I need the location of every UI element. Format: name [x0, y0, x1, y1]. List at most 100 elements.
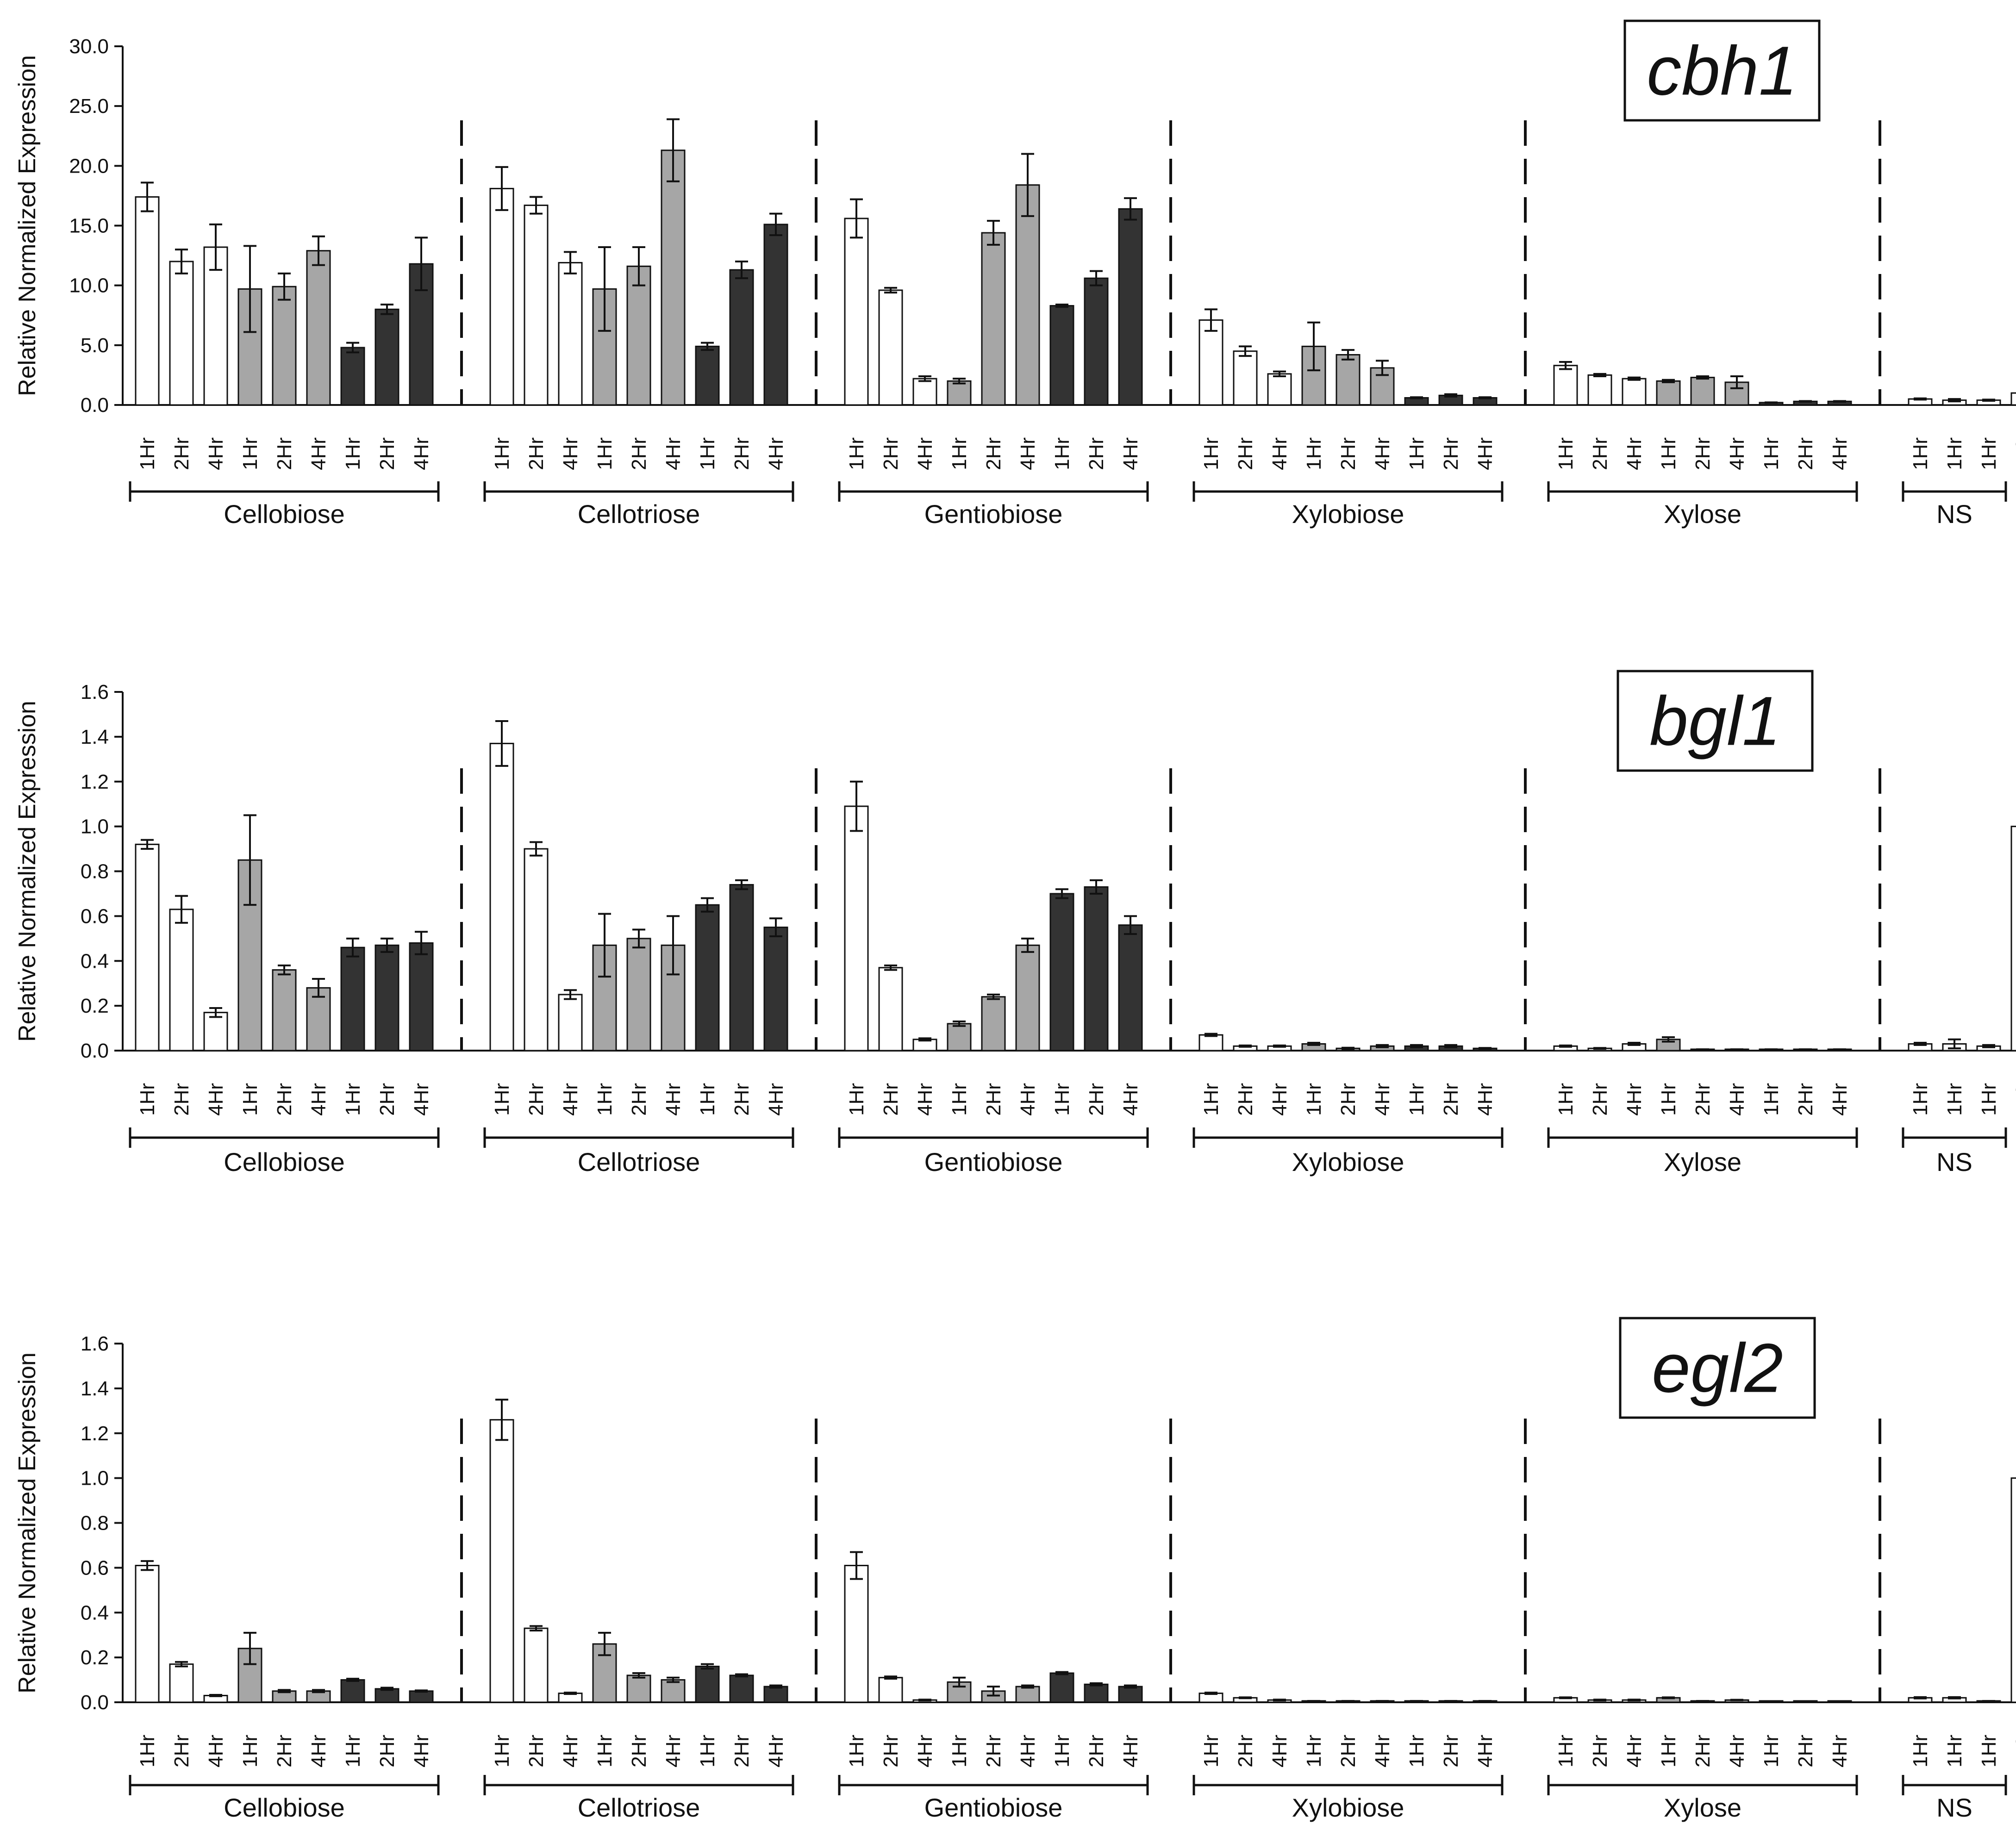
- bar: [763, 1686, 788, 1703]
- group-label: Xylobiose: [1292, 1793, 1404, 1822]
- bar: [1049, 1672, 1074, 1703]
- category-label: 4Hr: [1474, 1083, 1497, 1116]
- gene-title-box: [1623, 19, 1821, 122]
- y-tick-label: 1.0: [81, 815, 109, 838]
- bar: [524, 205, 549, 406]
- category-label: 2Hr: [1589, 1083, 1611, 1116]
- category-label: 2Hr: [880, 1735, 902, 1768]
- category-label: 2Hr: [880, 1083, 902, 1116]
- bar: [340, 946, 365, 1052]
- bar: [135, 843, 160, 1052]
- category-label: 1Hr: [136, 437, 159, 470]
- category-label: 4Hr: [559, 1083, 582, 1116]
- bar: [489, 742, 514, 1052]
- category-label: 4Hr: [1474, 1735, 1497, 1768]
- bar: [203, 1012, 228, 1052]
- category-label: 4Hr: [1623, 437, 1646, 470]
- category-label: 2Hr: [880, 437, 902, 470]
- category-label: 2Hr: [982, 1735, 1005, 1768]
- group-label: Gentiobiose: [924, 1147, 1063, 1176]
- group-label: Cellotriose: [578, 1793, 700, 1822]
- category-label: 4Hr: [1268, 1735, 1291, 1768]
- bar: [558, 262, 583, 406]
- bar: [135, 1565, 160, 1703]
- category-label: 4Hr: [914, 1083, 936, 1116]
- category-label: 1Hr: [1554, 437, 1577, 470]
- gene-title: egl2: [1652, 1329, 1783, 1407]
- cbh1-panel: 0.0 5.0 10.0 15.0 20.0 25.0 30.0 Relative Norma…: [14, 19, 2016, 529]
- bar: [695, 904, 720, 1052]
- egl2-panel: 0.0 0.2 0.4 0.6 0.8 1.0 1.2 1.4 1.6 Relative Norm…: [14, 1317, 2016, 1822]
- category-label: 1Hr: [948, 1735, 971, 1768]
- category-label: 4Hr: [1726, 1083, 1748, 1116]
- category-label: 2Hr: [376, 1083, 399, 1116]
- bar: [626, 938, 651, 1052]
- bar: [524, 848, 549, 1052]
- group-label: Cellobiose: [224, 499, 345, 529]
- category-label: 2Hr: [1234, 1735, 1257, 1768]
- y-tick-label: 1.6: [81, 1332, 109, 1355]
- category-label: 1Hr: [1657, 1083, 1680, 1116]
- bar: [1084, 886, 1109, 1052]
- category-label: 2Hr: [273, 437, 296, 470]
- category-label: 4Hr: [1623, 1735, 1646, 1768]
- category-label: 2Hr: [1337, 1083, 1360, 1116]
- group-label: Cellotriose: [578, 499, 700, 529]
- category-label: 1Hr: [491, 1083, 513, 1116]
- category-label: 1Hr: [845, 1083, 868, 1116]
- bar: [1084, 277, 1109, 406]
- category-label: 1Hr: [1760, 1083, 1783, 1116]
- category-label: 1Hr: [491, 437, 513, 470]
- bar: [695, 345, 720, 406]
- group-label: Xylobiose: [1292, 1147, 1404, 1176]
- bar: [844, 805, 869, 1052]
- category-label: 1Hr: [948, 1083, 971, 1116]
- bar: [1118, 1686, 1143, 1703]
- bar: [729, 884, 754, 1052]
- gene-title: cbh1: [1647, 32, 1797, 110]
- bar: [1084, 1683, 1109, 1703]
- bar: [947, 1681, 972, 1703]
- bar: [981, 232, 1006, 406]
- category-label: 1Hr: [1943, 1735, 1966, 1768]
- y-tick-label: 1.4: [81, 1377, 109, 1400]
- category-label: 1Hr: [845, 437, 868, 470]
- category-label: 1Hr: [1978, 1083, 2000, 1116]
- category-label: 2Hr: [1085, 1735, 1108, 1768]
- bar: [844, 218, 869, 406]
- bgl1-panel: 0.0 0.2 0.4 0.6 0.8 1.0 1.2 1.4 1.6 Relative Norm…: [14, 670, 2016, 1176]
- category-label: 4Hr: [410, 1735, 433, 1768]
- category-label: 1Hr: [1051, 1735, 1074, 1768]
- category-label: 2Hr: [1794, 1735, 1817, 1768]
- category-label: 2Hr: [1085, 437, 1108, 470]
- y-tick-label: 20.0: [69, 155, 109, 177]
- category-label: 4Hr: [1829, 1083, 1851, 1116]
- bar: [135, 196, 160, 406]
- category-label: 1Hr: [1405, 1735, 1428, 1768]
- bar: [169, 1663, 194, 1703]
- y-axis-title: Relative Normalized Expression: [14, 55, 41, 396]
- category-label: 1Hr: [696, 437, 719, 470]
- category-label: 4Hr: [1474, 437, 1497, 470]
- group-label: NS: [1936, 499, 1972, 529]
- category-label: 1Hr: [593, 1083, 616, 1116]
- category-label: 2Hr: [1440, 1083, 1462, 1116]
- category-label: 1Hr: [1051, 437, 1074, 470]
- category-label: 1Hr: [1554, 1735, 1577, 1768]
- category-label: 4Hr: [205, 437, 227, 470]
- bar: [1622, 378, 1647, 406]
- category-label: 4Hr: [662, 1083, 685, 1116]
- category-label: 1Hr: [1978, 437, 2000, 470]
- bar: [1049, 305, 1074, 406]
- bar: [1015, 944, 1040, 1052]
- bar: [272, 286, 297, 406]
- category-label: DNA: [2012, 437, 2016, 480]
- group-label: Gentiobiose: [924, 1793, 1063, 1822]
- bar: [1049, 893, 1074, 1052]
- bar: [1690, 377, 1715, 406]
- y-tick-label: 0.6: [81, 905, 109, 927]
- category-label: 4Hr: [1119, 1083, 1142, 1116]
- bar: [763, 927, 788, 1052]
- category-label: 1Hr: [1200, 437, 1223, 470]
- group-label: Cellobiose: [224, 1793, 345, 1822]
